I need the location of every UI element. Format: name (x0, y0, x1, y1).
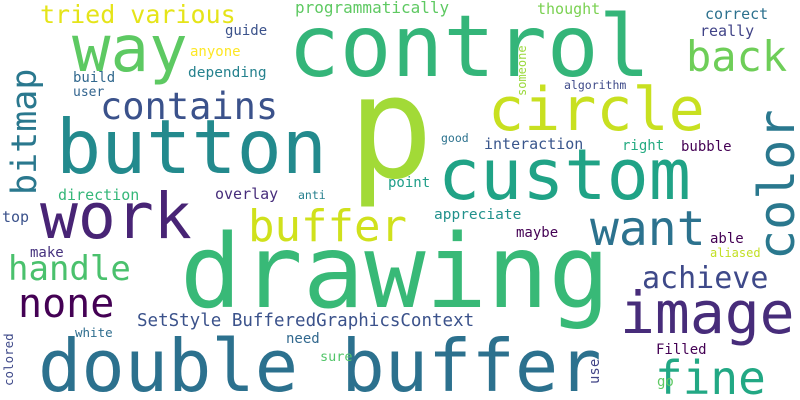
word-build: build (73, 70, 116, 86)
word-drawing: drawing (180, 213, 610, 332)
word-double-buffer: double buffer (38, 324, 602, 400)
word-point: point (388, 175, 431, 191)
word-anyone: anyone (190, 44, 241, 60)
word-control: control (288, 0, 651, 97)
word-white: white (75, 325, 113, 340)
word-good: good (441, 131, 469, 145)
word-maybe: maybe (516, 225, 559, 241)
word-image: image (620, 279, 795, 347)
word-someone: someone (515, 45, 529, 96)
word-go: go (657, 374, 674, 390)
word-filled: Filled (656, 342, 707, 358)
word-algorithm: algorithm (564, 78, 627, 92)
word-back: back (686, 32, 788, 81)
word-use: use (587, 358, 603, 384)
word-direction: direction (58, 186, 140, 204)
word-p: p (348, 46, 434, 211)
word-circle: circle (488, 75, 705, 145)
word-correct: correct (705, 5, 769, 23)
word-color: color (748, 109, 800, 260)
word-contains: contains (100, 85, 279, 128)
word-sure: sure (320, 349, 353, 365)
word-handle: handle (8, 249, 131, 289)
word-work: work (40, 180, 192, 253)
word-user: user (73, 85, 105, 100)
word-overlay: overlay (215, 185, 279, 203)
word-interaction: interaction (484, 135, 584, 153)
word-tried-various: tried various (40, 0, 236, 29)
word-thought: thought (537, 0, 601, 18)
word-anti: anti (298, 188, 326, 202)
word-buffer: buffer (248, 201, 407, 252)
word-able: able (710, 231, 744, 247)
word-programmatically: programmatically (295, 0, 450, 17)
word-fine: fine (655, 351, 766, 400)
word-custom: custom (438, 134, 691, 216)
word-appreciate: appreciate (434, 207, 522, 223)
word-need: need (286, 331, 320, 347)
word-button: button (56, 103, 327, 191)
word-depending: depending (188, 65, 267, 81)
word-achieve: achieve (642, 261, 769, 296)
word-bitmap: bitmap (5, 68, 45, 195)
word-colored: colored (1, 333, 16, 386)
word-top: top (2, 208, 30, 226)
word-really: really (700, 22, 755, 40)
word-make: make (30, 245, 64, 261)
word-none: none (18, 281, 115, 327)
word-want: want (590, 201, 706, 257)
word-right: right (622, 138, 665, 154)
word-way: way (72, 13, 188, 87)
word-setstyle-bufferedgraphicscontext: SetStyle BufferedGraphicsContext (137, 311, 475, 331)
word-guide: guide (225, 23, 268, 39)
word-aliased: aliased (710, 246, 761, 260)
word-bubble: bubble (681, 139, 732, 155)
